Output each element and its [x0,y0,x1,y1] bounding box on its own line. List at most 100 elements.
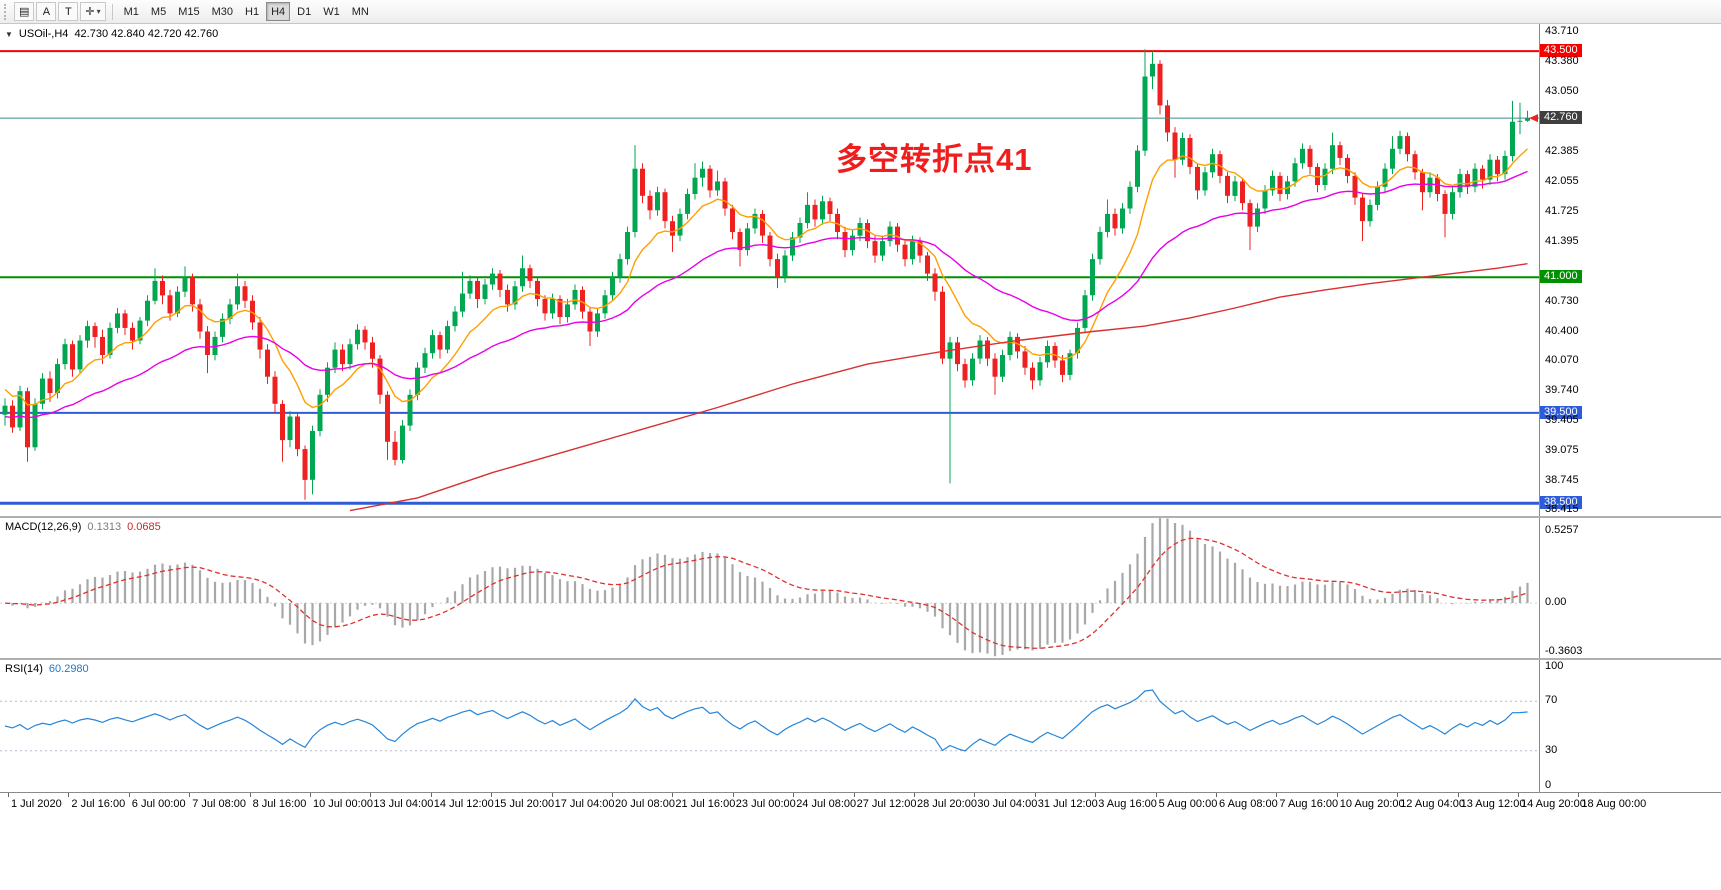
panel-splitter[interactable] [0,658,1721,660]
time-tick [1034,793,1036,797]
time-axis-label: 6 Jul 00:00 [131,798,186,810]
collapse-icon[interactable]: ▼ [5,29,13,39]
timeframe-button-mn[interactable]: MN [347,2,374,21]
time-axis-label: 15 Jul 20:00 [494,798,555,810]
timeframe-button-m1[interactable]: M1 [119,2,144,21]
axis-label: 38.415 [1545,503,1579,515]
axis-label: 0.00 [1545,596,1567,608]
axis-label: 42.055 [1545,175,1579,187]
time-tick [1457,793,1459,797]
chart-window-icon[interactable]: ▤ [14,2,35,21]
axis-label: 41.395 [1545,235,1579,247]
time-tick [128,793,130,797]
axis-label: 43.050 [1545,85,1579,97]
price-badge: 43.500 [1540,44,1582,57]
time-axis-label: 18 Aug 00:00 [1581,798,1647,810]
time-axis-label: 24 Jul 08:00 [796,798,857,810]
time-axis-label: 8 Jul 16:00 [252,798,307,810]
price-badge: 39.500 [1540,406,1582,419]
timeframe-button-group: M1 M5 M15 M30 H1 H4 D1 W1 MN [118,2,375,21]
timeframe-button-m30[interactable]: M30 [207,2,238,21]
axis-label: 38.745 [1545,474,1579,486]
axis-label: 40.070 [1545,354,1579,366]
time-axis-label: 23 Jul 00:00 [735,798,796,810]
time-tick [1276,793,1278,797]
time-tick [793,793,795,797]
axis-label: 42.385 [1545,145,1579,157]
timeframe-button-h1[interactable]: H1 [240,2,264,21]
chart-annotation: 多空转折点41 [836,142,1033,177]
time-tick [370,793,372,797]
time-tick [1397,793,1399,797]
price-badge: 41.000 [1540,270,1582,283]
rsi-plot[interactable]: RSI(14) 60.2980 [0,660,1540,792]
macd-signal-value: 0.0685 [127,521,161,533]
time-tick [8,793,9,797]
time-tick [551,793,553,797]
axis-label: 39.075 [1545,444,1579,456]
axis-label: 0 [1545,779,1552,791]
font-tool-icon[interactable]: A [36,2,57,21]
time-axis-label: 31 Jul 12:00 [1037,798,1098,810]
time-tick [672,793,674,797]
time-axis-label: 13 Jul 04:00 [373,798,434,810]
ohlc-values: 42.730 42.840 42.720 42.760 [74,28,219,40]
toolbar-separator [111,3,113,20]
main-chart-panel: ▼ USOil-,H4 42.730 42.840 42.720 42.760 … [0,24,1721,516]
bid-arrow-icon [1529,114,1538,123]
macd-scale[interactable]: 0.5257 0.00 -0.3603 [1540,518,1720,658]
axis-label: 40.400 [1545,325,1579,337]
time-tick [68,793,70,797]
macd-main-value: 0.1313 [87,521,122,533]
macd-header: MACD(12,26,9) 0.1313 0.0685 [5,521,161,533]
rsi-header: RSI(14) 60.2980 [5,663,89,675]
time-axis-label: 21 Jul 16:00 [675,798,736,810]
time-tick [430,793,432,797]
time-tick [1095,793,1097,797]
time-tick [1155,793,1157,797]
symbol-label: USOil-,H4 [18,28,69,40]
timeframe-button-h4[interactable]: H4 [266,2,291,21]
time-axis-label: 13 Aug 12:00 [1460,798,1526,810]
time-axis-label: 7 Jul 08:00 [192,798,247,810]
time-axis-label: 20 Jul 08:00 [615,798,675,810]
axis-label: 70 [1545,694,1558,706]
main-price-scale[interactable]: 43.710 43.500 43.380 43.050 42.760 42.385 42.0… [1540,24,1720,516]
chevron-down-icon: ▾ [96,7,101,16]
time-axis-label: 17 Jul 04:00 [554,798,615,810]
time-tick [914,793,915,797]
time-axis-label: 27 Jul 12:00 [856,798,917,810]
candlestick-canvas[interactable] [0,24,1540,516]
timeframe-button-m5[interactable]: M5 [146,2,171,21]
macd-plot[interactable]: MACD(12,26,9) 0.1313 0.0685 [0,518,1540,658]
timeframe-button-m15[interactable]: M15 [173,2,204,21]
time-axis-label: 28 Jul 20:00 [917,798,977,810]
rsi-scale[interactable]: 100 70 30 0 [1540,660,1720,792]
axis-label: 39.740 [1545,384,1579,396]
crosshair-tool-icon[interactable]: ✛ ▾ [80,2,106,21]
chart-header: ▼ USOil-,H4 42.730 42.840 42.720 42.760 [5,28,218,40]
main-chart-plot[interactable]: ▼ USOil-,H4 42.730 42.840 42.720 42.760 … [0,24,1540,516]
toolbar-grip[interactable] [4,3,9,20]
text-tool-icon[interactable]: T [58,2,79,21]
panel-splitter[interactable] [0,516,1721,518]
time-axis-label: 10 Aug 20:00 [1339,798,1405,810]
macd-label: MACD(12,26,9) [5,521,82,533]
price-badge: 38.500 [1540,496,1582,509]
time-axis-label: 5 Aug 00:00 [1158,798,1218,810]
time-tick [853,793,855,797]
timeframe-button-d1[interactable]: D1 [292,2,316,21]
time-tick [1518,793,1519,797]
axis-label: -0.3603 [1545,645,1583,657]
macd-panel: MACD(12,26,9) 0.1313 0.0685 0.5257 0.00 -0… [0,518,1721,658]
time-axis-label: 10 Jul 00:00 [313,798,373,810]
price-badge: 42.760 [1540,111,1582,124]
rsi-panel: RSI(14) 60.2980 100 70 30 0 [0,660,1721,792]
time-axis[interactable]: 1 Jul 2020 2 Jul 16:00 6 Jul 00:00 7 Jul 08… [0,792,1721,890]
time-axis-label: 12 Aug 04:00 [1400,798,1466,810]
rsi-canvas[interactable] [0,660,1540,792]
time-tick [732,793,734,797]
timeframe-button-w1[interactable]: W1 [318,2,345,21]
macd-canvas[interactable] [0,518,1540,658]
time-tick [310,793,311,797]
